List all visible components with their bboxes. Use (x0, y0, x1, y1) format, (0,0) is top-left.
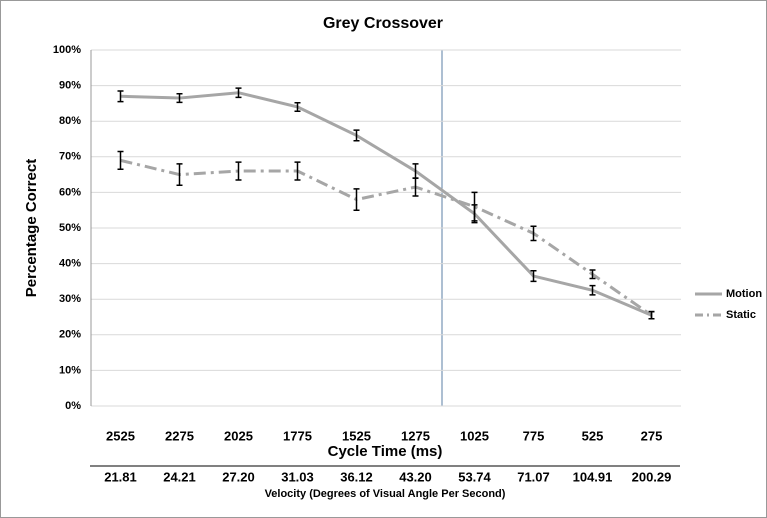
error-bar (530, 225, 537, 242)
error-bar (294, 101, 301, 112)
error-bar (176, 163, 183, 187)
error-bar (589, 284, 596, 296)
series-line (120, 91, 653, 317)
error-bar (235, 87, 242, 99)
y-tick-label: 60% (59, 186, 81, 198)
x-tick-label: 2025 (224, 428, 253, 443)
error-bar (294, 161, 301, 181)
secondary-tick-label: 200.29 (632, 469, 672, 484)
error-bar (589, 269, 596, 280)
error-bar (353, 129, 360, 142)
x-tick-label: 1525 (342, 428, 371, 443)
x-tick-label: 1775 (283, 428, 312, 443)
y-tick-label: 0% (65, 400, 81, 412)
secondary-tick-label: 31.03 (281, 469, 314, 484)
secondary-tick-label: 24.21 (163, 469, 196, 484)
x-tick-label: 275 (641, 428, 663, 443)
error-bar (530, 269, 537, 283)
error-bar (235, 161, 242, 181)
secondary-axis-title: Velocity (Degrees of Visual Angle Per Se… (265, 488, 506, 500)
x-tick-label: 2525 (106, 428, 135, 443)
y-tick-label: 80% (59, 115, 81, 127)
x-axis-title: Cycle Time (ms) (328, 443, 443, 460)
x-tick-label: 775 (523, 428, 545, 443)
y-axis-title: Percentage Correct (23, 159, 40, 297)
error-bar (176, 93, 183, 104)
secondary-tick-label: 21.81 (104, 469, 137, 484)
legend-label: Motion (726, 288, 762, 300)
y-tick-label: 70% (59, 151, 81, 163)
error-bar (648, 310, 655, 320)
error-bar (117, 90, 124, 103)
y-tick-label: 100% (53, 44, 81, 56)
secondary-tick-label: 104.91 (573, 469, 613, 484)
legend-label: Static (726, 309, 756, 321)
error-bar (412, 177, 419, 197)
error-bar (117, 150, 124, 171)
secondary-tick-label: 71.07 (517, 469, 550, 484)
y-tick-label: 90% (59, 80, 81, 92)
y-tick-label: 30% (59, 293, 81, 305)
secondary-tick-label: 27.20 (222, 469, 255, 484)
secondary-tick-label: 53.74 (458, 469, 491, 484)
chart-title: Grey Crossover (323, 15, 443, 32)
x-tick-label: 2275 (165, 428, 194, 443)
x-tick-label: 525 (582, 428, 604, 443)
y-tick-label: 10% (59, 364, 81, 376)
y-tick-label: 40% (59, 258, 81, 270)
secondary-tick-label: 43.20 (399, 469, 432, 484)
error-bar (471, 191, 478, 222)
secondary-tick-label: 36.12 (340, 469, 373, 484)
y-tick-label: 50% (59, 222, 81, 234)
x-tick-label: 1275 (401, 428, 430, 443)
series-line (120, 158, 653, 317)
x-tick-label: 1025 (460, 428, 489, 443)
y-tick-label: 20% (59, 329, 81, 341)
error-bar (353, 188, 360, 211)
